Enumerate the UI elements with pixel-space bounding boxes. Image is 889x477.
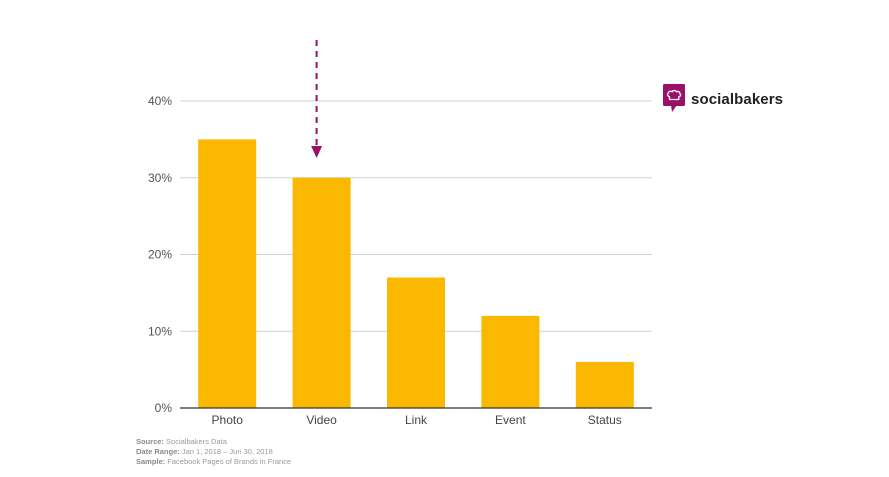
- date-range-line: Date Range: Jan 1, 2018 – Jun 30, 2018: [136, 447, 291, 457]
- bar-photo: [198, 139, 257, 408]
- x-tick-label: Event: [495, 413, 526, 427]
- y-tick-label: 0%: [155, 401, 173, 415]
- bar-video: [292, 177, 351, 408]
- bar-event: [481, 315, 540, 408]
- y-axis-tick-labels: 0% 10% 20% 30% 40%: [148, 94, 172, 415]
- annotation-arrow: [311, 40, 323, 158]
- source-note: Source: Socialbakers Data Date Range: Ja…: [136, 437, 291, 467]
- bar-status: [575, 361, 634, 408]
- source-label: Source:: [136, 437, 164, 446]
- y-tick-label: 20%: [148, 248, 172, 262]
- bar-link: [387, 277, 445, 408]
- y-tick-label: 10%: [148, 324, 172, 338]
- y-tick-label: 30%: [148, 171, 172, 185]
- brand-name: socialbakers: [691, 90, 784, 108]
- sample-value: Facebook Pages of Brands in France: [167, 457, 292, 466]
- chef-hat-icon: [663, 84, 685, 112]
- date-range-value: Jan 1, 2018 – Jun 30, 2018: [181, 447, 273, 456]
- sample-label: Sample:: [136, 457, 166, 466]
- sample-line: Sample: Facebook Pages of Brands in Fran…: [136, 457, 291, 467]
- date-range-label: Date Range:: [136, 447, 180, 456]
- x-tick-label: Photo: [212, 413, 244, 427]
- x-tick-label: Video: [306, 413, 337, 427]
- y-tick-label: 40%: [148, 94, 172, 108]
- source-line: Source: Socialbakers Data: [136, 437, 291, 447]
- bars: [198, 139, 634, 408]
- socialbakers-logo: socialbakers: [663, 84, 783, 114]
- arrow-head: [311, 146, 323, 158]
- source-value: Socialbakers Data: [166, 437, 227, 446]
- x-axis-tick-labels: Photo Video Link Event Status: [212, 413, 622, 427]
- x-tick-label: Status: [588, 413, 622, 427]
- x-tick-label: Link: [405, 413, 428, 427]
